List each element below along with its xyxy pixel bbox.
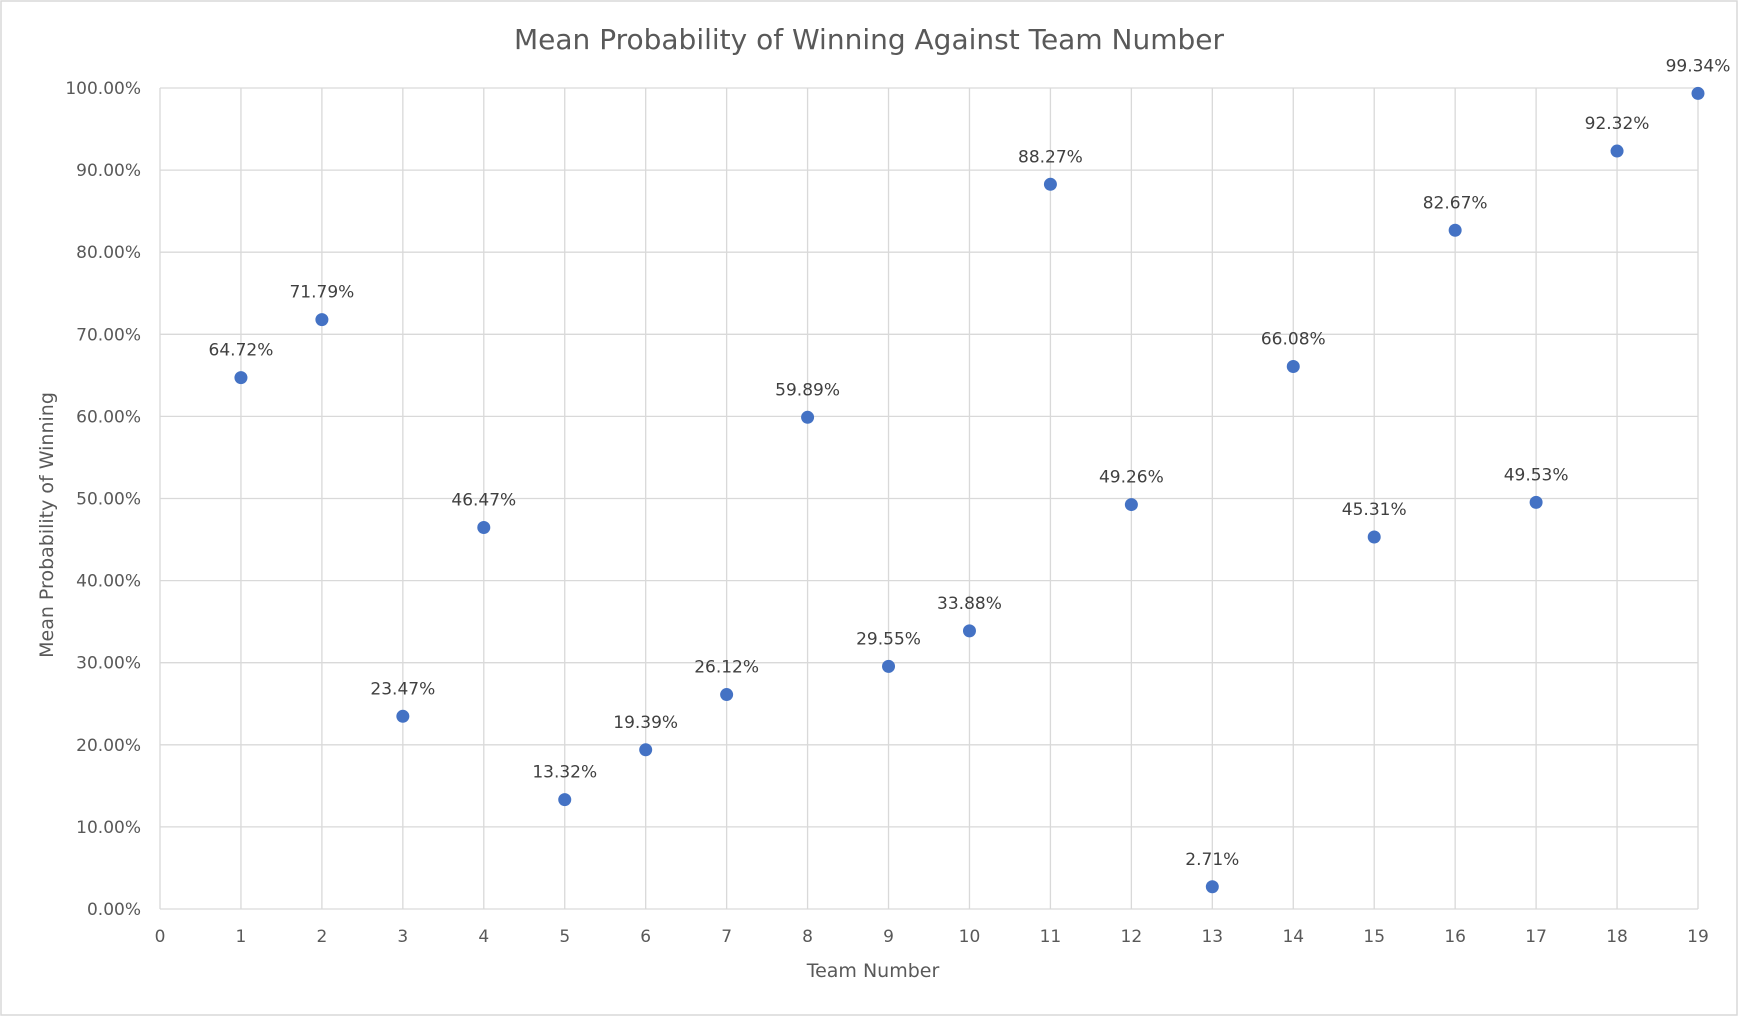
data-point [1286, 359, 1300, 373]
data-label: 2.71% [1185, 850, 1239, 870]
y-axis-title: Mean Probability of Winning [36, 392, 58, 658]
data-point [558, 793, 572, 807]
x-tick-label: 19 [1687, 927, 1709, 947]
x-tick-label: 0 [155, 927, 166, 947]
data-label: 59.89% [775, 380, 840, 400]
y-tick-label: 50.00% [76, 490, 141, 510]
x-tick-label: 4 [478, 927, 489, 947]
y-tick-label: 70.00% [76, 325, 141, 345]
y-tick-label: 10.00% [76, 818, 141, 838]
data-point [882, 659, 896, 673]
x-tick-label: 16 [1444, 927, 1466, 947]
x-tick-label: 12 [1121, 927, 1143, 947]
data-point [720, 688, 734, 702]
x-tick-label: 9 [883, 927, 894, 947]
data-point [315, 313, 329, 327]
data-point [1529, 495, 1543, 509]
x-tick-label: 11 [1040, 927, 1062, 947]
data-points [234, 86, 1705, 894]
y-tick-label: 60.00% [76, 407, 141, 427]
y-tick-label: 90.00% [76, 161, 141, 181]
x-tick-label: 3 [397, 927, 408, 947]
data-point [962, 624, 976, 638]
data-label: 82.67% [1423, 193, 1488, 213]
data-label: 71.79% [289, 283, 354, 303]
axis-ticks: 0 1 2 3 4 5 6 7 8 9 10 11 12 13 14 15 16 17 18 190.00%10.00… [65, 79, 1708, 947]
x-tick-label: 17 [1525, 927, 1547, 947]
data-point [396, 709, 410, 723]
y-tick-label: 20.00% [76, 736, 141, 756]
x-tick-label: 1 [236, 927, 247, 947]
x-tick-label: 14 [1282, 927, 1304, 947]
chart-title: Mean Probability of Winning Against Team… [514, 23, 1224, 56]
x-axis-title: Team Number [806, 960, 940, 982]
data-label: 88.27% [1018, 147, 1083, 167]
x-tick-label: 15 [1363, 927, 1385, 947]
y-tick-label: 40.00% [76, 572, 141, 592]
data-label: 33.88% [937, 594, 1002, 614]
data-label: 64.72% [209, 341, 274, 361]
data-point [1205, 880, 1219, 894]
data-point [1448, 223, 1462, 237]
data-point [1610, 144, 1624, 158]
data-label: 29.55% [856, 629, 921, 649]
data-point [1367, 530, 1381, 544]
data-label: 49.53% [1504, 465, 1569, 485]
data-label: 66.08% [1261, 329, 1326, 349]
data-label: 23.47% [370, 679, 435, 699]
data-label: 26.12% [694, 658, 759, 678]
y-tick-label: 30.00% [76, 654, 141, 674]
data-point [1043, 177, 1057, 191]
data-label: 13.32% [532, 763, 597, 783]
x-tick-label: 2 [316, 927, 327, 947]
data-labels: 64.72% 71.79% 23.47% 46.47% 13.32% 19.39% 26.1… [209, 56, 1731, 869]
y-tick-label: 0.00% [87, 900, 141, 920]
x-tick-label: 8 [802, 927, 813, 947]
data-label: 19.39% [613, 713, 678, 733]
data-point [1691, 86, 1705, 100]
y-tick-label: 100.00% [65, 79, 141, 99]
x-tick-label: 5 [559, 927, 570, 947]
data-label: 46.47% [451, 490, 516, 510]
data-label: 92.32% [1585, 114, 1650, 134]
x-tick-label: 13 [1201, 927, 1223, 947]
data-label: 49.26% [1099, 468, 1164, 488]
data-label: 99.34% [1666, 56, 1731, 76]
data-point [234, 371, 248, 385]
x-tick-label: 6 [640, 927, 651, 947]
data-label: 45.31% [1342, 500, 1407, 520]
data-point [801, 410, 815, 424]
data-point [1124, 498, 1138, 512]
x-tick-label: 7 [721, 927, 732, 947]
x-tick-label: 10 [959, 927, 981, 947]
data-point [639, 743, 653, 757]
y-tick-label: 80.00% [76, 243, 141, 263]
data-point [477, 520, 491, 534]
x-tick-label: 18 [1606, 927, 1628, 947]
